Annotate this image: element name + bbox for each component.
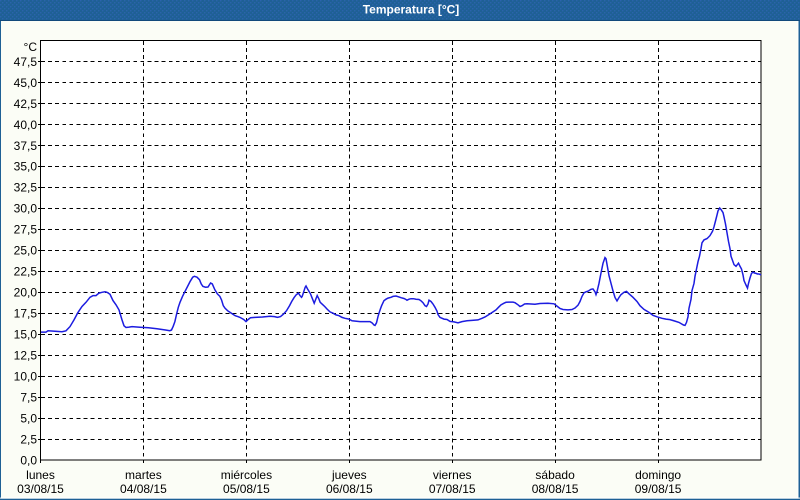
svg-text:35,0: 35,0 — [14, 160, 38, 174]
svg-text:09/08/15: 09/08/15 — [635, 482, 682, 496]
svg-text:Temperatura [°C]: Temperatura [°C] — [363, 3, 460, 17]
svg-text:25,0: 25,0 — [14, 244, 38, 258]
svg-text:2,5: 2,5 — [20, 432, 37, 446]
svg-text:07/08/15: 07/08/15 — [429, 482, 476, 496]
svg-text:45,0: 45,0 — [14, 76, 38, 90]
svg-text:04/08/15: 04/08/15 — [120, 482, 167, 496]
svg-text:47,5: 47,5 — [14, 55, 38, 69]
svg-text:30,0: 30,0 — [14, 202, 38, 216]
svg-text:37,5: 37,5 — [14, 139, 38, 153]
svg-text:17,5: 17,5 — [14, 307, 38, 321]
svg-text:06/08/15: 06/08/15 — [326, 482, 373, 496]
svg-text:27,5: 27,5 — [14, 223, 38, 237]
svg-text:15,0: 15,0 — [14, 328, 38, 342]
svg-text:°C: °C — [24, 40, 38, 54]
svg-text:20,0: 20,0 — [14, 286, 38, 300]
svg-text:12,5: 12,5 — [14, 349, 38, 363]
svg-text:0,0: 0,0 — [20, 453, 37, 467]
svg-text:10,0: 10,0 — [14, 369, 38, 383]
svg-text:miércoles: miércoles — [221, 468, 272, 482]
svg-text:05/08/15: 05/08/15 — [223, 482, 270, 496]
svg-text:martes: martes — [125, 468, 162, 482]
svg-text:32,5: 32,5 — [14, 181, 38, 195]
svg-text:lunes: lunes — [26, 468, 55, 482]
svg-text:22,5: 22,5 — [14, 265, 38, 279]
svg-text:7,5: 7,5 — [20, 390, 37, 404]
svg-text:42,5: 42,5 — [14, 97, 38, 111]
svg-text:domingo: domingo — [635, 468, 681, 482]
svg-text:sábado: sábado — [535, 468, 575, 482]
svg-text:5,0: 5,0 — [20, 411, 37, 425]
svg-text:08/08/15: 08/08/15 — [532, 482, 579, 496]
svg-text:viernes: viernes — [433, 468, 472, 482]
svg-text:03/08/15: 03/08/15 — [17, 482, 64, 496]
svg-text:jueves: jueves — [331, 468, 367, 482]
svg-text:40,0: 40,0 — [14, 118, 38, 132]
